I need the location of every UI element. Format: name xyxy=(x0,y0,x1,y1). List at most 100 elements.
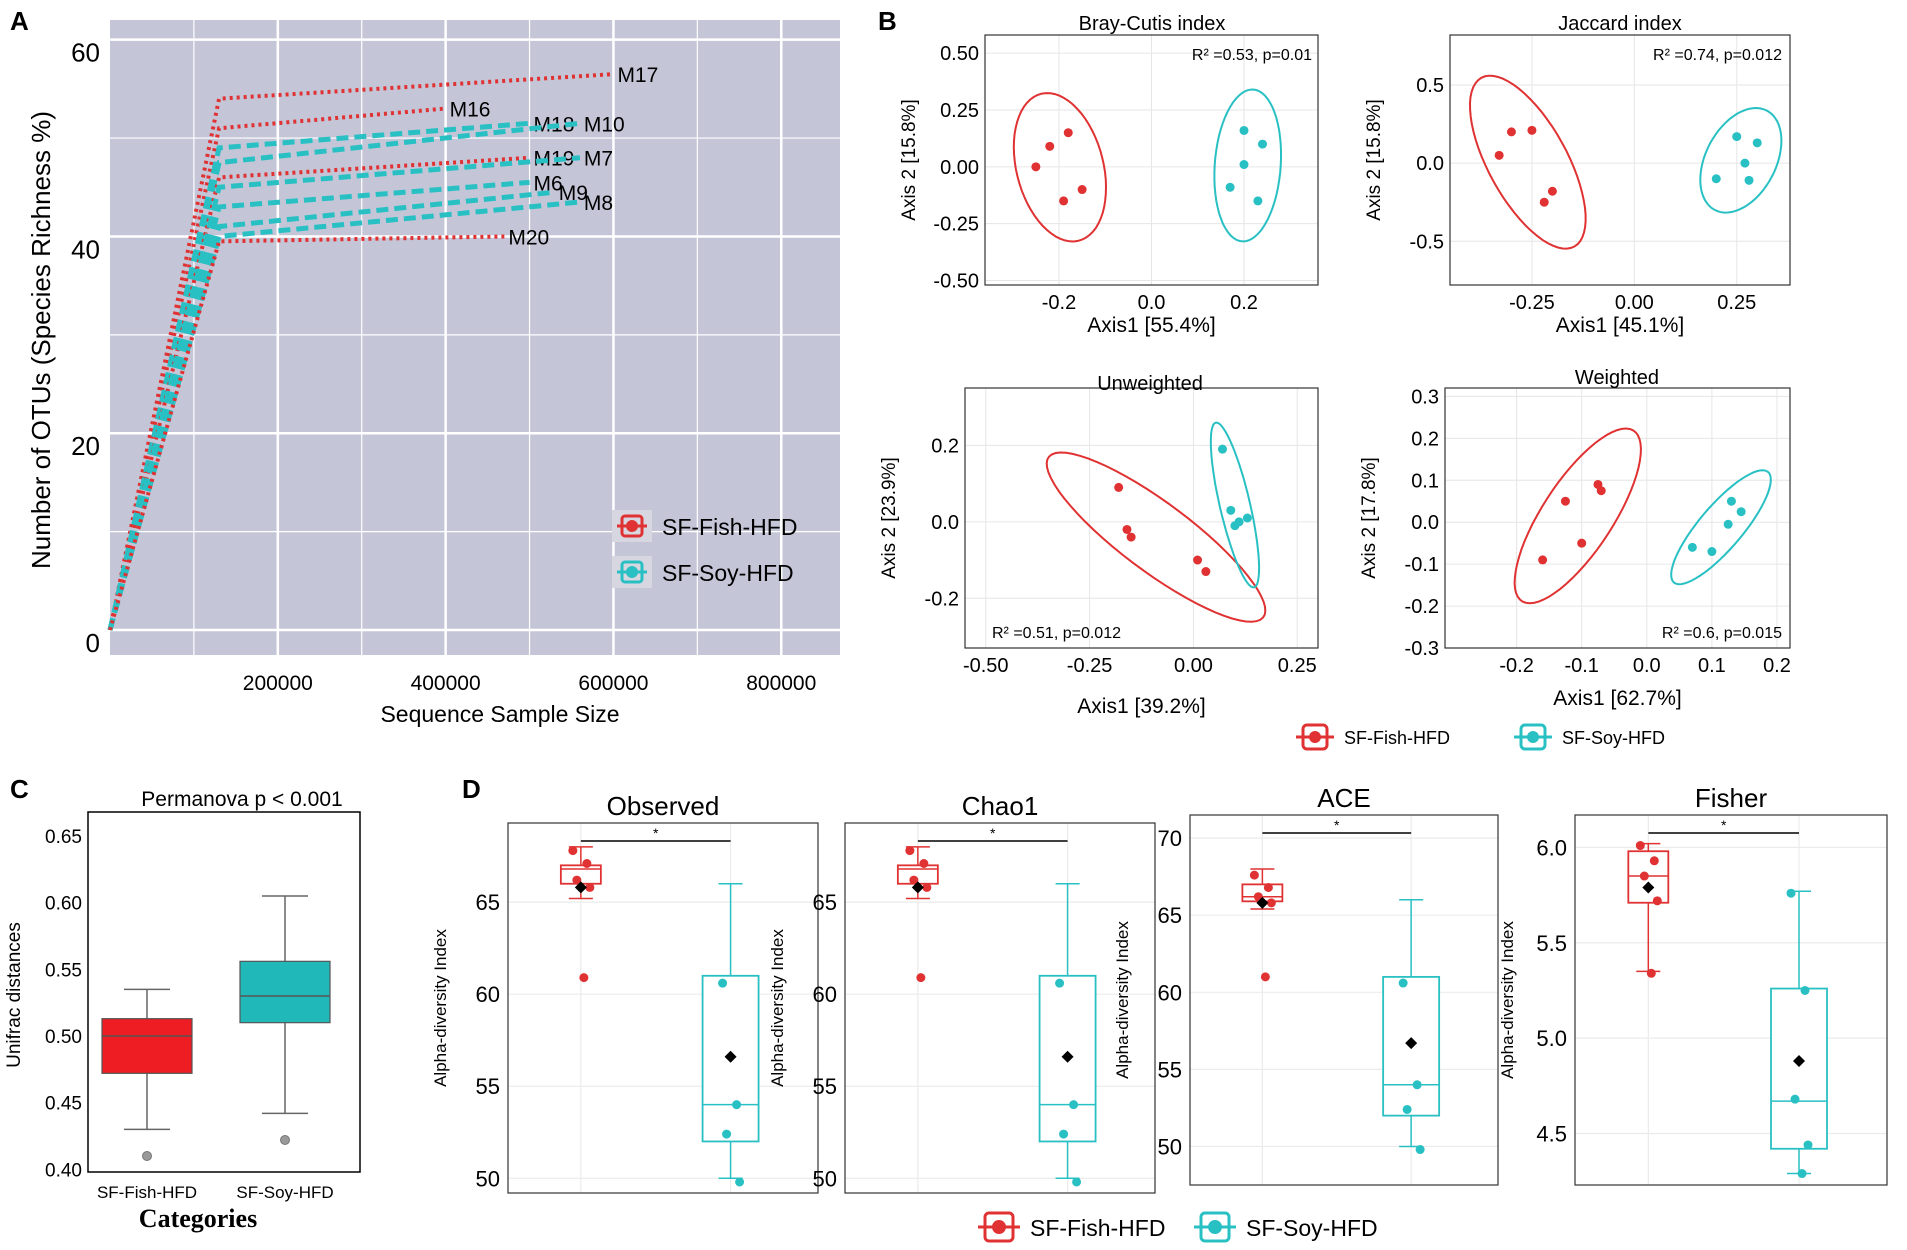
point-soy xyxy=(1230,521,1240,531)
plot-xtick: -0.2 xyxy=(1042,292,1076,314)
point-soy xyxy=(1744,175,1754,185)
panel-a-series-label-m9: M9 xyxy=(559,182,588,205)
point-soy xyxy=(1239,160,1249,170)
plot-ylabel: Alpha-diversity Index xyxy=(1498,921,1517,1079)
plot-xlabel: Axis1 [55.4%] xyxy=(1087,314,1215,337)
panel-a-ytick: 0 xyxy=(86,628,100,658)
panel-c-box-fish xyxy=(101,1018,193,1074)
plot-point-fish xyxy=(1639,871,1649,881)
panel-d-legend: SF-Fish-HFD SF-Soy-HFD xyxy=(978,1211,1378,1243)
plot-point-soy xyxy=(735,1177,745,1187)
legend-b-soy-swatch xyxy=(1519,723,1547,751)
panel-a-series-label-m8: M8 xyxy=(584,192,613,215)
plot-point-fish xyxy=(1260,972,1270,982)
point-fish xyxy=(1031,162,1041,172)
panel-a-series-label-m10: M10 xyxy=(584,113,625,136)
legend-b-soy-dot xyxy=(1527,731,1539,743)
plot-ylabel: Axis 2 [15.8%] xyxy=(1364,99,1385,220)
panel-d-plot-chao1: Chao1 Alpha-diversity Index 65 60 55 50 * xyxy=(768,791,1156,1194)
plot-point-soy xyxy=(732,1100,742,1110)
plot-point-fish xyxy=(582,858,592,868)
panel-c-ytick: 0.45 xyxy=(45,1094,82,1115)
plot-frame xyxy=(1444,387,1791,649)
panel-letter-b: B xyxy=(878,6,897,36)
plot-xtick: 0.25 xyxy=(1278,655,1317,677)
plot-annotation: R² =0.6, p=0.015 xyxy=(1662,625,1782,642)
point-soy xyxy=(1239,125,1249,135)
plot-significance-star: * xyxy=(1721,817,1727,833)
plot-background xyxy=(1575,815,1887,1185)
panel-c-frame xyxy=(87,811,361,1173)
panel-a-legend: SF-Fish-HFD SF-Soy-HFD xyxy=(612,510,797,588)
panel-a-series-line-m16 xyxy=(108,106,446,631)
plot-point-soy xyxy=(1786,888,1796,898)
point-fish xyxy=(1539,197,1549,207)
point-fish xyxy=(1577,538,1587,548)
plot-mean-marker xyxy=(1061,1050,1074,1063)
panel-c-ytick: 0.65 xyxy=(45,827,82,848)
panel-c-ytick: 0.50 xyxy=(45,1027,82,1048)
ellipse-fish xyxy=(1045,451,1267,623)
plot-ylabel: Axis 2 [17.8%] xyxy=(1359,457,1380,578)
plot-point-soy xyxy=(1415,1145,1425,1155)
ellipse-fish xyxy=(1468,74,1587,250)
point-fish xyxy=(1122,524,1132,534)
plot-ylabel: Alpha-diversity Index xyxy=(768,929,787,1087)
plot-ytick: 55 xyxy=(476,1074,500,1099)
panel-c-unifrac-boxplot: Permanova p < 0.001 Unifrac distances Ca… xyxy=(4,788,361,1233)
plot-point-soy xyxy=(1402,1104,1412,1114)
plot-ytick: 6.0 xyxy=(1536,835,1567,860)
plot-title: Weighted xyxy=(1575,367,1659,389)
legend-b-soy-label: SF-Soy-HFD xyxy=(1562,728,1665,748)
point-fish xyxy=(1538,555,1548,565)
plot-point-soy xyxy=(1059,1129,1069,1139)
plot-point-soy xyxy=(1797,1169,1807,1179)
plot-ytick: 70 xyxy=(1158,826,1182,851)
plot-xtick: 0.00 xyxy=(1174,655,1213,677)
plot-title: Jaccard index xyxy=(1558,13,1681,35)
point-soy xyxy=(1736,507,1746,517)
plot-xtick: 0.0 xyxy=(1633,655,1661,677)
point-fish xyxy=(1193,555,1203,565)
point-fish xyxy=(1059,196,1069,206)
panel-a-ticks: 200000 400000 600000 800000 0 20 40 60 xyxy=(71,38,816,695)
plot-point-fish xyxy=(1266,898,1276,908)
panel-b-plot-b1: -0.2 0.0 0.2 0.50 0.25 0.00 -0.25 -0.50 Bray-Cut… xyxy=(899,13,1319,337)
plot-xtick: 0.25 xyxy=(1717,292,1756,314)
panel-a-series-label-m6: M6 xyxy=(534,172,563,195)
point-soy xyxy=(1707,547,1717,557)
panel-a-ytick: 40 xyxy=(71,234,100,264)
plot-xtick: -0.50 xyxy=(963,655,1009,677)
point-fish xyxy=(1506,127,1516,137)
panel-c-ylabel: Unifrac distances xyxy=(4,922,25,1068)
plot-ylabel: Axis 2 [23.9%] xyxy=(879,457,900,578)
legend-b-fish-label: SF-Fish-HFD xyxy=(1344,728,1450,748)
plot-title: Unweighted xyxy=(1097,373,1203,395)
panel-b-plot-b2: -0.25 0.00 0.25 0.5 0.0 -0.5 Jaccard index Axis… xyxy=(1364,13,1791,337)
panel-letter-d: D xyxy=(462,774,481,804)
plot-ylabel: Alpha-diversity Index xyxy=(1113,921,1132,1079)
plot-mean-marker xyxy=(1405,1037,1418,1050)
panel-b-plot-b4: -0.2 -0.1 0.0 0.1 0.2 0.3 0.2 0.1 0.0 -0.1 -0.2 -0.… xyxy=(1359,367,1791,710)
panel-b-pcoa: -0.2 0.0 0.2 0.50 0.25 0.00 -0.25 -0.50 Bray-Cut… xyxy=(879,13,1791,718)
point-soy xyxy=(1242,513,1252,523)
point-soy xyxy=(1726,496,1736,506)
plot-xtick: -0.1 xyxy=(1564,655,1598,677)
plot-point-soy xyxy=(1790,1094,1800,1104)
plot-mean-marker xyxy=(724,1050,737,1063)
plot-ytick: 50 xyxy=(476,1166,500,1191)
plot-xtick: 0.2 xyxy=(1230,292,1258,314)
plot-point-fish xyxy=(909,875,919,885)
plot-ytick: 5.5 xyxy=(1536,931,1567,956)
plot-ytick: 0.3 xyxy=(1411,386,1439,408)
panel-a-ytick: 60 xyxy=(71,38,100,68)
plot-annotation: R² =0.74, p=0.012 xyxy=(1653,47,1782,64)
plot-mean-marker xyxy=(1793,1055,1806,1068)
plot-title: Chao1 xyxy=(962,791,1039,821)
point-fish xyxy=(1494,150,1504,160)
plot-point-fish xyxy=(1249,870,1259,880)
plot-background xyxy=(845,823,1155,1193)
ellipse-fish xyxy=(1513,427,1642,605)
plot-point-fish xyxy=(585,882,595,892)
